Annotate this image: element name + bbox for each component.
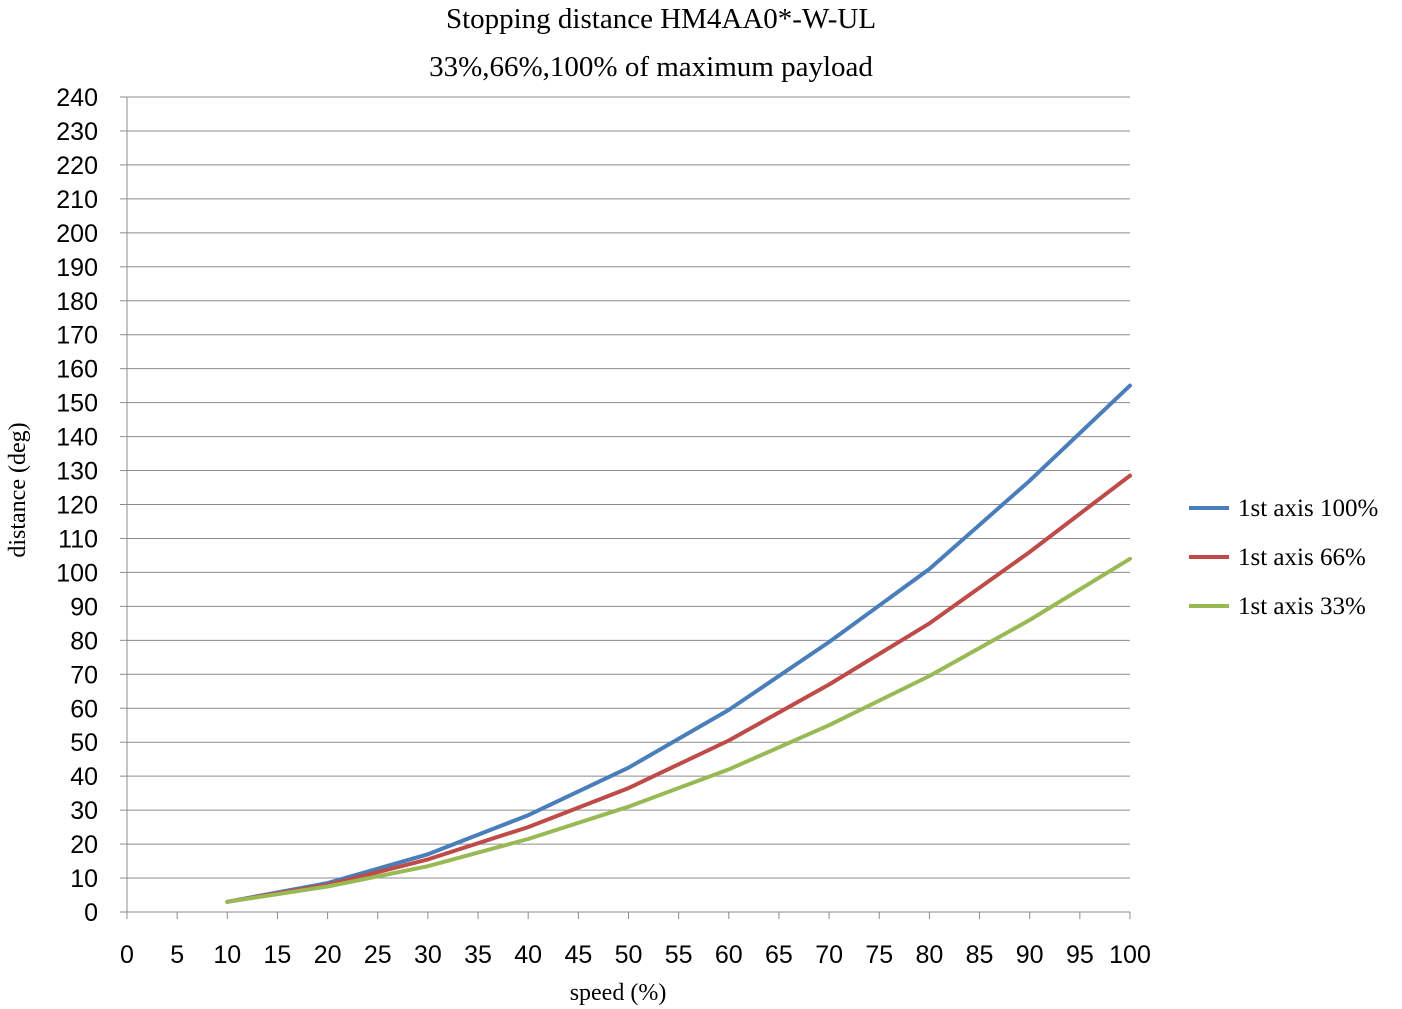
x-tick-label: 70 — [815, 941, 843, 969]
x-tick-label: 80 — [915, 941, 943, 969]
x-tick-label: 65 — [765, 941, 793, 969]
y-tick-label: 10 — [70, 865, 98, 893]
y-tick-label: 150 — [56, 390, 98, 418]
y-tick-label: 80 — [70, 627, 98, 655]
x-tick-label: 30 — [414, 941, 442, 969]
x-tick-label: 85 — [966, 941, 994, 969]
x-tick-label: 75 — [865, 941, 893, 969]
y-tick-label: 100 — [56, 559, 98, 587]
y-tick-label: 50 — [70, 729, 98, 757]
y-tick-label: 40 — [70, 763, 98, 791]
y-tick-label: 220 — [56, 152, 98, 180]
x-tick-label: 60 — [715, 941, 743, 969]
series-lines — [225, 383, 1132, 904]
y-tick-label: 60 — [70, 695, 98, 723]
x-tick-label: 15 — [264, 941, 292, 969]
chart-title: Stopping distance HM4AA0*-W-UL — [446, 3, 876, 35]
x-tick-label: 45 — [564, 941, 592, 969]
x-tick-label: 40 — [514, 941, 542, 969]
legend-label-1: 1st axis 66% — [1238, 544, 1366, 571]
x-tick-label: 100 — [1109, 941, 1151, 969]
legend-label-2: 1st axis 33% — [1238, 593, 1366, 620]
y-tick-label: 190 — [56, 254, 98, 282]
x-tick-label: 5 — [170, 941, 184, 969]
y-tick-label: 70 — [70, 661, 98, 689]
x-tick-label: 20 — [314, 941, 342, 969]
series-line-2 — [225, 556, 1132, 904]
x-tick-label: 50 — [615, 941, 643, 969]
x-axis-label: speed (%) — [570, 980, 667, 1006]
y-tick-label: 120 — [56, 492, 98, 520]
chart-subtitle: 33%,66%,100% of maximum payload — [429, 51, 873, 83]
axes — [120, 96, 1131, 919]
legend-label-0: 1st axis 100% — [1238, 495, 1378, 522]
y-tick-label: 210 — [56, 186, 98, 214]
y-tick-label: 130 — [56, 458, 98, 486]
x-tick-label: 25 — [364, 941, 392, 969]
y-tick-label: 90 — [70, 593, 98, 621]
y-tick-label: 140 — [56, 424, 98, 452]
y-tick-label: 20 — [70, 831, 98, 859]
y-tick-label: 160 — [56, 356, 98, 384]
y-axis-label: distance (deg) — [5, 422, 31, 557]
x-tick-label: 35 — [464, 941, 492, 969]
x-tick-label: 0 — [120, 941, 134, 969]
x-tick-label: 95 — [1066, 941, 1094, 969]
y-tick-label: 230 — [56, 118, 98, 146]
x-tick-label: 55 — [665, 941, 693, 969]
legend: 1st axis 100% 1st axis 66% 1st axis 33% — [1189, 495, 1378, 620]
series-line-1 — [225, 473, 1132, 904]
y-tick-label: 240 — [56, 84, 98, 112]
x-tick-label: 90 — [1016, 941, 1044, 969]
gridlines — [127, 96, 1130, 879]
x-tick-label: 10 — [213, 941, 241, 969]
y-tick-labels: 0 10 20 30 40 50 60 70 80 90 100 110 120 130 140 150 160… — [56, 84, 98, 927]
y-tick-label: 110 — [58, 525, 98, 553]
series-line-0 — [225, 383, 1132, 904]
y-tick-label: 170 — [56, 322, 98, 350]
y-tick-label: 200 — [56, 220, 98, 248]
y-tick-label: 180 — [56, 288, 98, 316]
x-tick-labels: 0 5 10 15 20 25 30 35 40 45 50 55 60 65 70 75 80 85 90 95 10… — [120, 941, 1151, 969]
y-tick-label: 30 — [70, 797, 98, 825]
y-tick-label: 0 — [84, 899, 98, 927]
